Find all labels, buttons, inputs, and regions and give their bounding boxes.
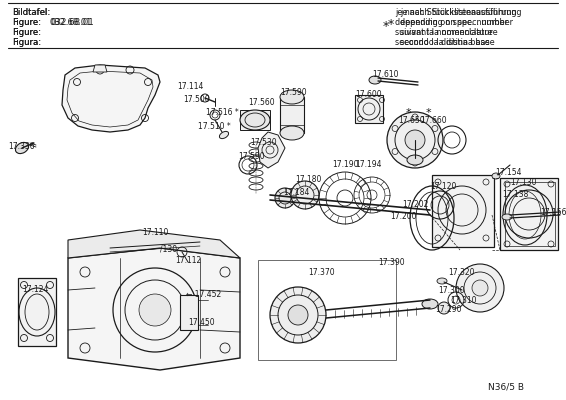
Text: 17.154: 17.154 xyxy=(495,168,521,177)
Text: depending on spec. number: depending on spec. number xyxy=(395,18,508,27)
Ellipse shape xyxy=(502,214,512,220)
Text: 17.370: 17.370 xyxy=(308,268,335,277)
Text: 17.510 *: 17.510 * xyxy=(198,122,231,131)
Ellipse shape xyxy=(240,110,270,130)
Text: 17.180: 17.180 xyxy=(295,175,321,184)
Circle shape xyxy=(405,130,425,150)
Text: 17.650: 17.650 xyxy=(398,116,424,125)
Text: 17.114: 17.114 xyxy=(177,82,203,91)
Text: 17.390: 17.390 xyxy=(378,258,405,267)
Polygon shape xyxy=(93,65,107,72)
Text: 17.110: 17.110 xyxy=(142,228,168,237)
Text: 17.184: 17.184 xyxy=(283,188,310,197)
Circle shape xyxy=(438,302,450,314)
Circle shape xyxy=(288,305,308,325)
Bar xyxy=(18,278,56,346)
Text: 032.68.01: 032.68.01 xyxy=(50,18,92,27)
Text: 17.124: 17.124 xyxy=(22,285,48,294)
Text: 17.120: 17.120 xyxy=(430,182,456,191)
Polygon shape xyxy=(258,132,285,168)
Text: *: * xyxy=(383,20,389,33)
Ellipse shape xyxy=(280,90,304,104)
Polygon shape xyxy=(62,65,160,132)
Text: 17.130: 17.130 xyxy=(510,178,537,187)
Circle shape xyxy=(387,112,443,168)
Ellipse shape xyxy=(280,126,304,140)
Text: *: * xyxy=(388,18,395,31)
Text: 17.530: 17.530 xyxy=(250,138,277,147)
Bar xyxy=(432,175,494,247)
Text: 032.68.01: 032.68.01 xyxy=(50,18,94,27)
Text: suivant la nomenclature: suivant la nomenclature xyxy=(400,28,498,37)
Bar xyxy=(240,110,270,130)
Text: *: * xyxy=(406,108,411,118)
Text: 17.560: 17.560 xyxy=(248,98,275,107)
Circle shape xyxy=(275,188,295,208)
Text: je nach Stücklistenausführung: je nach Stücklistenausführung xyxy=(395,8,517,17)
Ellipse shape xyxy=(369,76,381,84)
Text: 17.290: 17.290 xyxy=(435,305,461,314)
Ellipse shape xyxy=(220,131,229,139)
Bar xyxy=(500,178,558,250)
Text: 17.516 *: 17.516 * xyxy=(206,108,239,117)
Text: Bildtafel:: Bildtafel: xyxy=(12,8,50,17)
Bar xyxy=(505,182,555,246)
Text: 17.600: 17.600 xyxy=(355,90,381,99)
Text: 17.500: 17.500 xyxy=(183,95,209,104)
Polygon shape xyxy=(68,248,240,370)
Text: 17.190: 17.190 xyxy=(332,160,358,169)
Text: 17.194: 17.194 xyxy=(355,160,381,169)
Text: 17.590: 17.590 xyxy=(280,88,307,97)
Text: *: * xyxy=(426,108,432,118)
Text: 17.450: 17.450 xyxy=(188,318,215,327)
Text: 17.310: 17.310 xyxy=(450,296,477,305)
Text: ← 17.452: ← 17.452 xyxy=(186,290,221,299)
Ellipse shape xyxy=(407,155,423,165)
Text: /130: /130 xyxy=(160,244,177,253)
Text: secondo la distina base: secondo la distina base xyxy=(400,38,495,47)
Ellipse shape xyxy=(437,278,447,284)
Text: 17.320: 17.320 xyxy=(448,268,474,277)
Text: 17.336: 17.336 xyxy=(8,142,35,151)
Text: Figura:: Figura: xyxy=(12,38,41,47)
Text: 17.202: 17.202 xyxy=(402,200,428,209)
Text: je nach Stücklistenausführung: je nach Stücklistenausführung xyxy=(400,8,521,17)
Bar xyxy=(355,95,383,123)
Text: 17.200: 17.200 xyxy=(390,212,417,221)
Ellipse shape xyxy=(15,142,28,154)
Circle shape xyxy=(139,294,171,326)
Text: Figure:: Figure: xyxy=(12,18,41,27)
Text: Figura:: Figura: xyxy=(12,38,41,47)
Text: Figure:: Figure: xyxy=(12,18,41,27)
Text: N36/5 B: N36/5 B xyxy=(488,383,524,392)
Bar xyxy=(180,295,198,330)
Ellipse shape xyxy=(422,299,438,309)
Text: Bildtafel:: Bildtafel: xyxy=(12,8,50,17)
Text: 17.156: 17.156 xyxy=(540,208,566,217)
Circle shape xyxy=(291,181,319,209)
Text: depending on spec. number: depending on spec. number xyxy=(400,18,513,27)
Circle shape xyxy=(472,280,488,296)
Text: secondo la distina base: secondo la distina base xyxy=(395,38,490,47)
Text: 17.112: 17.112 xyxy=(175,256,201,265)
Bar xyxy=(280,97,304,133)
Bar xyxy=(258,260,396,360)
Text: 17.660: 17.660 xyxy=(420,116,447,125)
Text: 17.300: 17.300 xyxy=(438,286,465,295)
Circle shape xyxy=(456,264,504,312)
Text: Figure:: Figure: xyxy=(12,28,41,37)
Polygon shape xyxy=(68,230,240,258)
Text: Figure:: Figure: xyxy=(12,28,41,37)
Text: suivant la nomenclature: suivant la nomenclature xyxy=(395,28,492,37)
Text: 17.138: 17.138 xyxy=(502,190,529,199)
Text: 17.610: 17.610 xyxy=(372,70,398,79)
Ellipse shape xyxy=(492,173,500,179)
Text: 17.590: 17.590 xyxy=(238,152,265,161)
Circle shape xyxy=(270,287,326,343)
